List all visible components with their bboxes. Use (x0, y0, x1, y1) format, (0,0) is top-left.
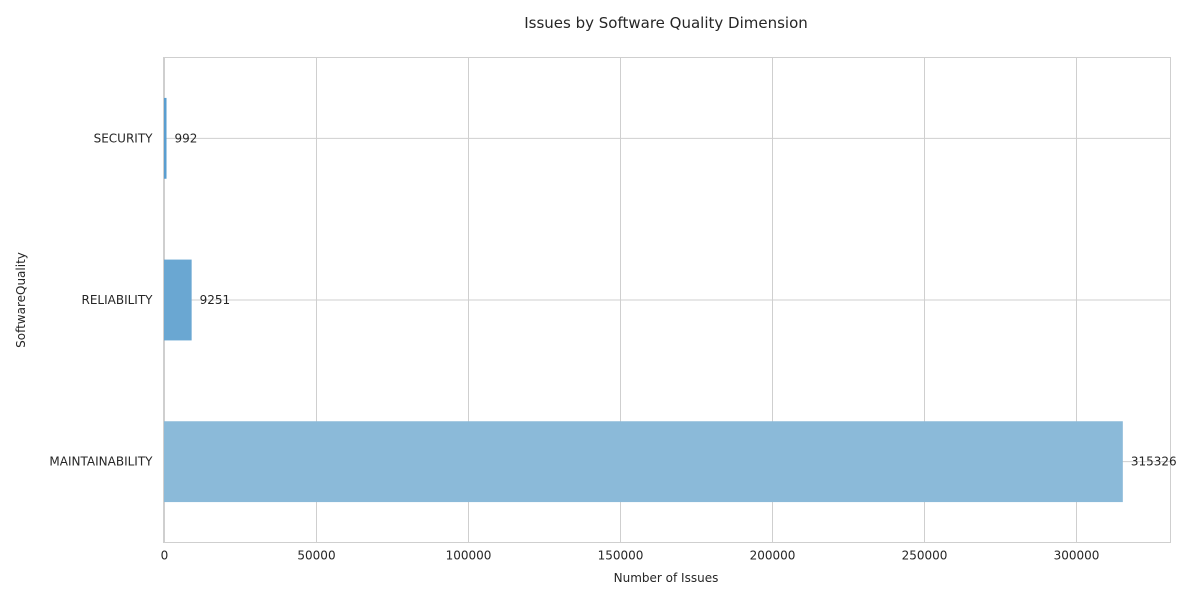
chart-title: Issues by Software Quality Dimension (524, 14, 808, 32)
y-tick-labels: MAINTAINABILITY RELIABILITY SECURITY (49, 131, 153, 468)
x-tick-label: 100000 (446, 549, 492, 563)
y-tick-label: MAINTAINABILITY (49, 455, 153, 469)
x-tick-label: 250000 (902, 549, 948, 563)
x-tick-label: 150000 (598, 549, 644, 563)
data-labels: 315326 9251 992 (175, 131, 1177, 468)
bars-layer (163, 97, 1123, 503)
bar-reliability (163, 259, 192, 341)
data-label: 992 (175, 131, 198, 145)
x-tick-label: 200000 (750, 549, 796, 563)
x-tick-label: 0 (161, 549, 169, 563)
data-label: 9251 (200, 293, 231, 307)
x-tick-label: 300000 (1054, 549, 1100, 563)
grid-layer (163, 57, 1171, 543)
plot-frame (163, 57, 1171, 543)
bar-security (163, 97, 167, 179)
y-tick-label: RELIABILITY (81, 293, 153, 307)
x-axis-label: Number of Issues (614, 571, 719, 585)
y-axis-label: SoftwareQuality (14, 252, 28, 348)
bar-maintainability (163, 421, 1123, 503)
x-tick-labels: 0 50000 100000 150000 200000 250000 300000 (161, 549, 1100, 563)
data-label: 315326 (1131, 455, 1177, 469)
y-tick-label: SECURITY (94, 131, 154, 145)
x-tick-label: 50000 (297, 549, 335, 563)
